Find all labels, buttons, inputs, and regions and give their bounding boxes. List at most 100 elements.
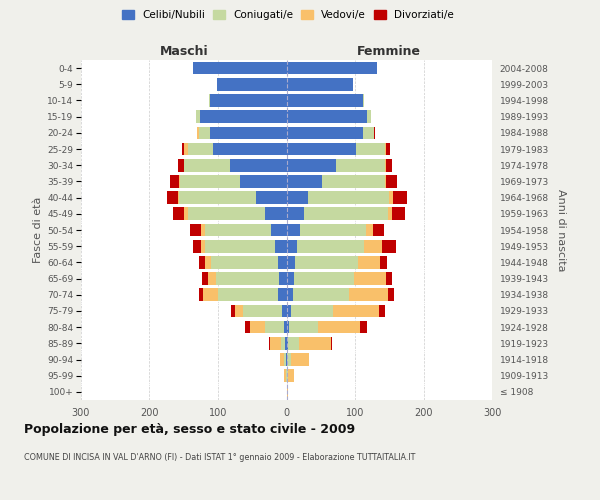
Legend: Celibi/Nubili, Coniugati/e, Vedovi/e, Divorziati/e: Celibi/Nubili, Coniugati/e, Vedovi/e, Di… (120, 8, 456, 22)
Bar (199, 126, 287, 139)
Bar (287, 192, 392, 204)
Bar (287, 370, 294, 382)
Bar (287, 78, 353, 90)
Bar (287, 159, 386, 172)
Bar (287, 337, 299, 349)
Bar (173, 208, 287, 220)
Bar (278, 256, 287, 268)
Bar (279, 272, 287, 285)
Bar (287, 126, 374, 139)
Bar (287, 256, 380, 268)
Bar (200, 110, 287, 123)
Bar (208, 272, 287, 285)
Bar (287, 142, 386, 156)
Bar (196, 110, 287, 123)
Bar (193, 62, 287, 74)
Bar (287, 159, 392, 172)
Bar (270, 337, 287, 349)
Bar (209, 94, 287, 107)
Bar (286, 353, 287, 366)
Bar (287, 192, 308, 204)
Bar (199, 288, 287, 301)
Bar (197, 126, 287, 139)
Bar (284, 370, 287, 382)
Bar (278, 288, 287, 301)
Bar (287, 142, 390, 156)
Bar (287, 288, 293, 301)
Bar (287, 126, 374, 139)
Bar (285, 337, 287, 349)
Bar (201, 224, 287, 236)
Bar (287, 321, 367, 334)
Bar (287, 126, 375, 139)
Text: Popolazione per età, sesso e stato civile - 2009: Popolazione per età, sesso e stato civil… (24, 422, 355, 436)
Bar (193, 62, 287, 74)
Bar (287, 192, 407, 204)
Bar (287, 110, 371, 123)
Bar (178, 159, 287, 172)
Bar (196, 110, 287, 123)
Bar (265, 321, 287, 334)
Bar (287, 337, 332, 349)
Bar (205, 240, 287, 252)
Bar (205, 256, 287, 268)
Bar (287, 94, 363, 107)
Text: Maschi: Maschi (160, 44, 208, 58)
Bar (193, 62, 287, 74)
Bar (287, 240, 298, 252)
Bar (287, 78, 353, 90)
Bar (287, 110, 367, 123)
Bar (281, 337, 287, 349)
Bar (287, 110, 371, 123)
Bar (287, 175, 386, 188)
Bar (217, 78, 287, 90)
Bar (287, 240, 364, 252)
Bar (287, 208, 388, 220)
Bar (182, 142, 287, 156)
Bar (287, 94, 364, 107)
Bar (212, 142, 287, 156)
Bar (287, 304, 333, 318)
Bar (275, 240, 287, 252)
Bar (170, 175, 287, 188)
Bar (287, 256, 386, 268)
Bar (287, 78, 353, 90)
Bar (284, 321, 287, 334)
Bar (287, 304, 290, 318)
Bar (287, 224, 385, 236)
Bar (209, 94, 287, 107)
Bar (188, 142, 287, 156)
Text: COMUNE DI INCISA IN VAL D'ARNO (FI) - Dati ISTAT 1° gennaio 2009 - Elaborazione : COMUNE DI INCISA IN VAL D'ARNO (FI) - Da… (24, 452, 415, 462)
Bar (179, 175, 287, 188)
Bar (284, 353, 287, 366)
Bar (287, 208, 392, 220)
Bar (287, 288, 349, 301)
Bar (287, 175, 385, 188)
Bar (197, 126, 287, 139)
Bar (287, 288, 388, 301)
Bar (287, 224, 299, 236)
Bar (245, 321, 287, 334)
Bar (287, 126, 363, 139)
Bar (269, 337, 287, 349)
Bar (209, 94, 287, 107)
Bar (193, 240, 287, 252)
Bar (203, 288, 287, 301)
Bar (287, 370, 294, 382)
Bar (287, 62, 377, 74)
Bar (271, 224, 287, 236)
Bar (284, 370, 287, 382)
Bar (218, 288, 287, 301)
Bar (287, 224, 373, 236)
Bar (287, 159, 385, 172)
Bar (190, 224, 287, 236)
Bar (211, 256, 287, 268)
Bar (287, 62, 377, 74)
Bar (287, 272, 392, 285)
Bar (287, 142, 385, 156)
Bar (287, 192, 389, 204)
Bar (280, 353, 287, 366)
Bar (287, 304, 379, 318)
Bar (188, 208, 287, 220)
Bar (217, 78, 287, 90)
